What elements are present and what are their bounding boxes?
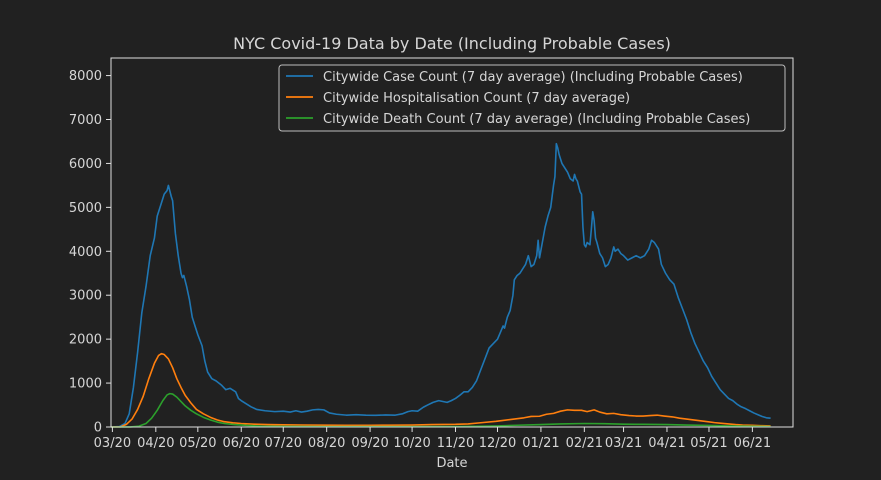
x-axis: 03/20 04/20 05/20 06/20 07/20 08/20 09/20 10/20… [94, 427, 771, 451]
plot-area: 03/20 04/20 05/20 06/20 07/20 08/20 09/20 10/20… [69, 57, 794, 451]
x-tick-label: 05/21 [690, 436, 727, 451]
x-tick-label: 04/20 [137, 436, 174, 451]
x-axis-label: Date [436, 456, 467, 471]
x-tick-label: 06/21 [734, 436, 771, 451]
x-tick-label: 11/20 [437, 436, 474, 451]
x-tick-label: 03/20 [94, 436, 131, 451]
y-tick-label: 4000 [69, 245, 102, 260]
y-axis: 0 1000 2000 3000 4000 5000 6000 7000 8000 [69, 69, 111, 436]
chart-title: NYC Covid-19 Data by Date (Including Pro… [233, 34, 671, 53]
legend-label-2: Citywide Death Count (7 day average) (In… [323, 112, 750, 127]
y-tick-label: 0 [94, 421, 102, 436]
y-tick-label: 6000 [69, 157, 102, 172]
x-tick-label: 10/20 [393, 436, 430, 451]
y-tick-label: 1000 [69, 377, 102, 392]
x-tick-label: 03/21 [605, 436, 642, 451]
x-tick-label: 06/20 [223, 436, 260, 451]
legend-label-0: Citywide Case Count (7 day average) (Inc… [323, 70, 743, 85]
series-line-1 [110, 352, 771, 428]
x-tick-label: 04/21 [648, 436, 685, 451]
y-tick-label: 8000 [69, 69, 102, 84]
x-tick-label: 08/20 [308, 436, 345, 451]
series-layer [110, 142, 771, 428]
legend-items: Citywide Case Count (7 day average) (Inc… [286, 70, 750, 127]
legend-label-1: Citywide Hospitalisation Count (7 day av… [323, 91, 630, 106]
y-tick-label: 5000 [69, 201, 102, 216]
axes-frame [110, 57, 794, 428]
x-tick-label: 09/20 [351, 436, 388, 451]
x-tick-label: 12/20 [479, 436, 516, 451]
legend-box [278, 64, 786, 132]
series-line-2 [110, 392, 771, 428]
x-tick-label: 01/21 [522, 436, 559, 451]
series-line-0 [110, 142, 771, 428]
y-tick-label: 2000 [69, 333, 102, 348]
y-tick-label: 7000 [69, 113, 102, 128]
legend: Citywide Case Count (7 day average) (Inc… [278, 64, 786, 132]
x-tick-label: 02/21 [566, 436, 603, 451]
x-tick-label: 05/20 [179, 436, 216, 451]
x-tick-label: 07/20 [265, 436, 302, 451]
y-tick-label: 3000 [69, 289, 102, 304]
